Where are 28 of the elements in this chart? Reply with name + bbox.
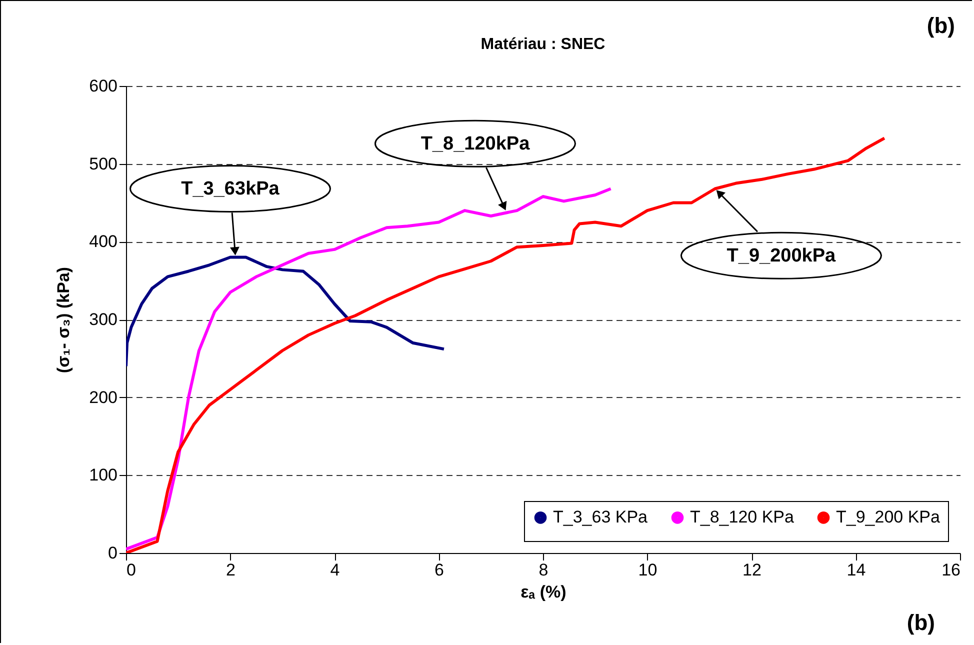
y-axis-title: (σ₁- σ₃) (kPa) (54, 266, 74, 374)
line-series (126, 256, 446, 368)
x-tick-label: 4 (330, 560, 340, 580)
x-tick-label: 2 (226, 560, 236, 580)
text: (b) (906, 610, 935, 635)
x-tick-label: 8 (538, 560, 548, 580)
x-axis-title: εₐ (%) (520, 582, 566, 602)
chart-title: Matériau : SNEC (480, 36, 606, 53)
annotation: T_3_63kPa (181, 178, 280, 200)
legend-label: T_3_63 KPa (553, 508, 648, 527)
text: (b) (926, 13, 955, 38)
y-tick-label: 300 (89, 310, 118, 329)
y-tick-label: 200 (89, 388, 118, 407)
annotation: T_8_120kPa (420, 134, 530, 155)
y-tick-label: 100 (89, 466, 118, 485)
x-tick-label: 14 (846, 560, 866, 580)
y-tick-label: 500 (89, 154, 118, 174)
x-tick-label: 0 (126, 560, 136, 580)
annotation: T_9_200kPa (726, 246, 836, 267)
legend-label: T_9_200 KPa (836, 508, 941, 527)
x-tick-label: 6 (434, 560, 444, 580)
y-tick-label: 0 (108, 544, 118, 562)
x-tick-label: 16 (942, 560, 960, 580)
x-tick-label: 12 (742, 560, 762, 580)
legend-label: T_8_120 KPa (690, 508, 795, 527)
x-tick-label: 10 (638, 560, 658, 580)
y-tick-label: 600 (89, 76, 118, 96)
y-tick-label: 400 (89, 232, 118, 252)
